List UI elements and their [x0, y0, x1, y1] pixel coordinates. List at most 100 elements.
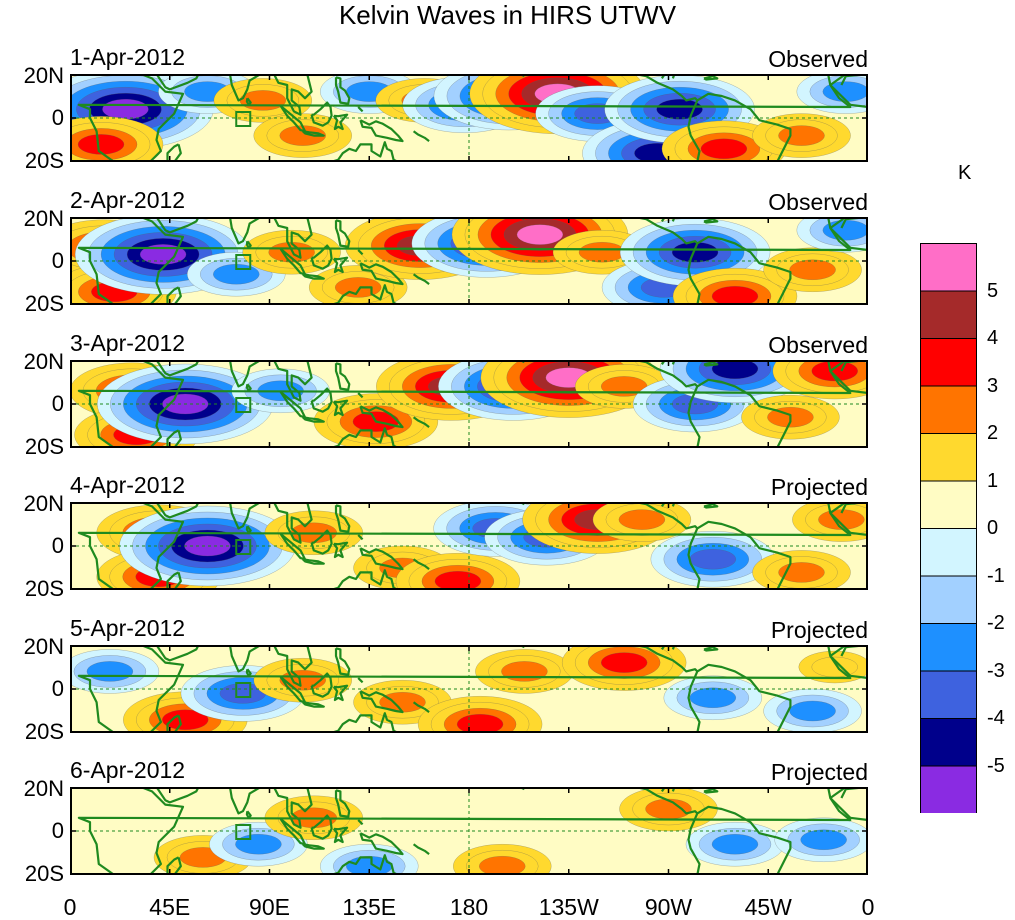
reference-box	[235, 539, 252, 555]
colorbar-level-label: -1	[987, 564, 1005, 587]
lat-tick-20n: 20N	[23, 63, 64, 88]
lat-tick-20n: 20N	[23, 206, 64, 231]
colorbar-unit-label: K	[958, 162, 972, 184]
coastline-newguinea	[359, 832, 404, 856]
panel-date-label: 5-Apr-2012	[70, 615, 186, 641]
lon-tick: 135W	[538, 894, 599, 920]
colorbar-swatch	[920, 385, 977, 434]
map-plot-6	[70, 787, 868, 875]
coastline-madagascar	[166, 856, 182, 875]
panel-status-label: Observed	[768, 332, 868, 358]
coastline-australia	[322, 712, 399, 733]
coastline-philippines	[334, 789, 351, 818]
coastline-india	[220, 217, 263, 245]
coastline-sumatra	[279, 105, 307, 133]
coastline-camerica	[635, 74, 699, 102]
anomaly-contour	[516, 224, 564, 245]
map-panel-2: 2-Apr-2012 Observed 20N 0 20S	[24, 187, 868, 315]
anomaly-contour	[778, 562, 825, 583]
anomaly-contour	[689, 687, 737, 709]
coastline-wafrica3	[827, 502, 868, 537]
panel-status-label: Projected	[770, 474, 868, 500]
coastline-ellip	[357, 677, 364, 684]
lat-tick-0: 0	[51, 391, 64, 416]
lat-tick-20s: 20S	[24, 291, 64, 316]
coastline-srilanka	[245, 240, 252, 249]
coastline-borneo	[310, 244, 333, 270]
colorbar-swatch	[920, 480, 977, 529]
coastline-sulawesi	[332, 684, 349, 702]
coastline-newguinea	[359, 690, 404, 714]
coastline-sumatra	[279, 818, 307, 846]
coastline-australia	[322, 141, 399, 162]
coastline-samerica	[687, 520, 792, 590]
lat-tick-20s: 20S	[24, 576, 64, 601]
colorbar-swatch	[920, 528, 977, 577]
coastline-india	[220, 502, 263, 530]
lat-tick-0: 0	[51, 248, 64, 273]
coastline-newguinea	[359, 547, 404, 571]
colorbar-level-label: -5	[987, 754, 1005, 777]
lon-tick: 45E	[149, 894, 191, 920]
colorbar-swatches	[920, 243, 977, 813]
panel-date-label: 2-Apr-2012	[70, 187, 186, 213]
coastline-camerica	[635, 787, 699, 815]
colorbar-level-label: 1	[987, 469, 999, 492]
coastline-java	[302, 130, 325, 137]
coastline-philippines	[334, 504, 351, 533]
anomaly-contour	[711, 285, 759, 305]
colorbar-swatch	[920, 338, 977, 387]
colorbar-swatch	[920, 433, 977, 482]
coastline-samerica	[687, 235, 792, 305]
coastline-sumatra	[279, 248, 307, 276]
coastline-ellip	[357, 819, 364, 826]
coastline-ellip	[357, 249, 364, 256]
anomaly-contour	[618, 509, 666, 530]
coastline-java	[302, 273, 325, 280]
anomaly-contour	[671, 241, 719, 263]
coastline-sulawesi	[332, 826, 349, 844]
coastline-java	[302, 416, 325, 423]
coastline-ellip	[357, 106, 364, 113]
coastline-borneo	[310, 814, 333, 840]
anomaly-contour	[800, 829, 847, 851]
coastline-wafrica3	[827, 360, 868, 395]
lat-tick-0: 0	[51, 676, 64, 701]
coastline-samerica	[687, 805, 792, 875]
reference-box	[235, 682, 252, 698]
coastline-sulawesi	[332, 113, 349, 131]
coastline-india	[220, 74, 263, 102]
colorbar-level-label: 0	[987, 517, 999, 539]
lat-tick-20n: 20N	[23, 491, 64, 516]
coastline-solomons	[412, 843, 430, 855]
panel-date-label: 6-Apr-2012	[70, 757, 186, 783]
reference-box	[235, 824, 252, 840]
coastline-ellip	[357, 392, 364, 399]
coastline-wafrica3	[827, 787, 868, 822]
coastline-sumatra	[279, 391, 307, 419]
panel-status-label: Observed	[768, 46, 868, 72]
coastline-borneo	[310, 529, 333, 555]
map-panel-3: 3-Apr-2012 Observed 20N 0 20S	[24, 330, 868, 458]
colorbar-level-label: -3	[987, 659, 1005, 682]
anomaly-contour	[102, 98, 149, 120]
colorbar-swatch	[920, 718, 977, 767]
colorbar-swatch	[920, 243, 977, 292]
lon-tick: 90W	[644, 894, 693, 920]
map-plot-2	[70, 217, 868, 305]
panel-status-label: Projected	[770, 759, 868, 785]
colorbar-level-label: 3	[987, 374, 999, 397]
anomaly-contour	[700, 138, 748, 160]
coastline-samerica	[687, 663, 792, 733]
anomaly-contour	[818, 509, 865, 530]
coastline-madagascar	[166, 571, 182, 590]
coastline-samerica	[687, 378, 792, 448]
anomaly-contour	[235, 833, 282, 855]
lat-tick-0: 0	[51, 818, 64, 843]
lat-tick-0: 0	[51, 533, 64, 558]
colorbar-swatch	[920, 575, 977, 624]
map-panel-6: 6-Apr-2012 Projected 20N 0 20S	[24, 757, 868, 885]
coastline-solomons	[412, 558, 430, 570]
lat-tick-20s: 20S	[24, 861, 64, 886]
colorbar-level-label: 5	[987, 279, 999, 302]
